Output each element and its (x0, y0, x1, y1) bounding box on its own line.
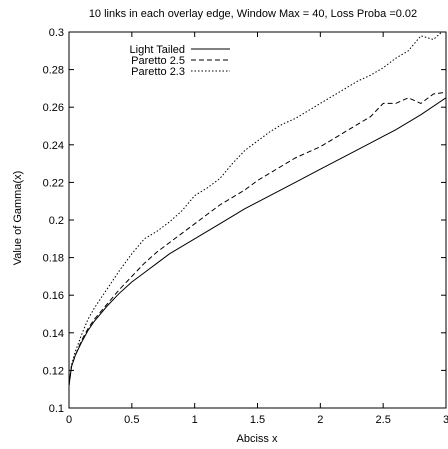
y-axis-label: Value of Gamma(x) (12, 171, 24, 266)
legend-label: Light Tailed (130, 44, 185, 56)
x-tick-label: 2 (317, 414, 323, 426)
series-paretto-2-3-line (69, 32, 443, 386)
y-tick-label: 0.14 (43, 328, 64, 340)
legend-label: Paretto 2.5 (131, 55, 185, 67)
y-tick-label: 0.26 (43, 102, 64, 114)
series-paretto-2-5-line (69, 91, 446, 386)
x-tick-label: 1 (192, 414, 198, 426)
plot-area: 0 0.5 1 1.5 2 2.5 3 0.1 0.12 0.14 0.16 0.18 0.2 0.22 0… (43, 27, 448, 426)
y-tick-label: 0.1 (49, 403, 64, 415)
x-tick-label: 0 (66, 414, 72, 426)
y-tick-label: 0.12 (43, 365, 64, 377)
legend-label: Paretto 2.3 (131, 66, 185, 78)
y-tick-label: 0.24 (43, 140, 64, 152)
plot-frame (68, 31, 447, 409)
series-light-tailed-line (69, 97, 446, 386)
y-tick-label: 0.22 (43, 177, 64, 189)
y-tick-label: 0.18 (43, 253, 64, 265)
y-tick-label: 0.28 (43, 65, 64, 77)
x-tick-label: 0.5 (124, 414, 139, 426)
y-tick-label: 0.3 (49, 27, 64, 39)
x-tick-label: 3 (443, 414, 448, 426)
y-tick-label: 0.16 (43, 290, 64, 302)
x-axis-label: Abciss x (237, 433, 278, 445)
x-tick-label: 2.5 (376, 414, 391, 426)
x-tick-label: 1.5 (250, 414, 265, 426)
chart-title: 10 links in each overlay edge, Window Ma… (89, 8, 417, 20)
y-tick-label: 0.2 (49, 215, 64, 227)
